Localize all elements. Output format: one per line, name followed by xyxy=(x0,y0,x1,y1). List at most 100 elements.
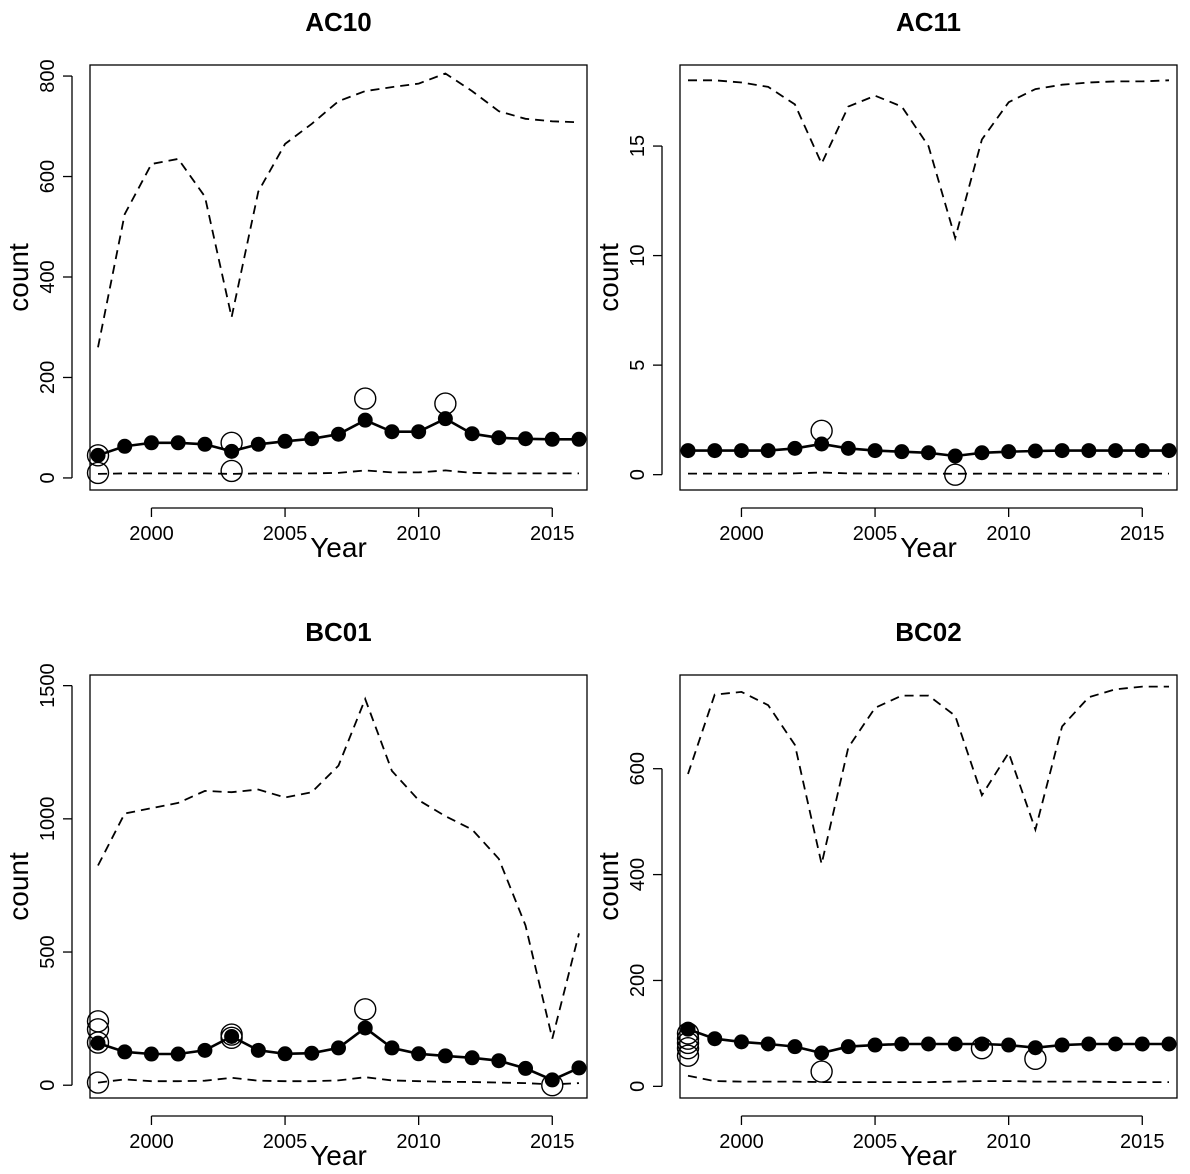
y-tick-label: 0 xyxy=(37,472,59,483)
y-tick-label: 0 xyxy=(627,469,649,480)
estimate-point xyxy=(571,431,587,447)
estimate-point xyxy=(1134,1036,1150,1052)
estimate-point xyxy=(90,447,106,463)
estimate-point xyxy=(1081,1036,1097,1052)
x-axis-title: Year xyxy=(900,1140,957,1171)
y-tick-label: 1500 xyxy=(37,663,59,708)
observed-point xyxy=(676,1022,700,1045)
x-axis: 2000 2005 2010 2015 xyxy=(129,1115,575,1153)
estimate-point xyxy=(437,411,453,427)
estimate-point xyxy=(1001,444,1017,460)
plot-frame xyxy=(89,674,588,1099)
estimate-point xyxy=(760,1036,776,1052)
upper-bound-line xyxy=(97,696,580,1039)
y-axis-title: count xyxy=(593,852,624,921)
estimate-point xyxy=(814,436,830,452)
y-tick-label: 10 xyxy=(627,244,649,266)
y-axis: 0 200 400 600 xyxy=(627,752,663,1092)
panel-bc01: BC01 2000 2005 2010 2015 Year 0 500 1000 1500 coun… xyxy=(3,617,588,1171)
x-tick-label: 2010 xyxy=(986,523,1031,545)
series-group xyxy=(86,72,587,485)
estimate-point xyxy=(331,426,346,442)
observed-point xyxy=(220,431,243,454)
estimate-point xyxy=(571,1060,587,1076)
estimate-point xyxy=(250,1042,266,1058)
y-tick-label: 0 xyxy=(37,1080,59,1091)
x-axis: 2000 2005 2010 2015 xyxy=(129,507,575,545)
y-axis: 0 500 1000 1500 xyxy=(37,663,73,1091)
plot-frame xyxy=(89,64,588,491)
estimate-point xyxy=(867,443,883,459)
estimate-point xyxy=(1001,1037,1017,1053)
estimate-point xyxy=(867,1037,883,1053)
estimate-point xyxy=(680,443,696,459)
estimate-point xyxy=(437,1048,453,1064)
estimate-point xyxy=(384,424,400,440)
estimate-point xyxy=(544,431,560,447)
estimate-point xyxy=(947,1036,963,1052)
series-group xyxy=(86,696,587,1097)
x-tick-label: 2005 xyxy=(263,1131,308,1153)
lower-bound-line xyxy=(688,471,1169,475)
x-tick-label: 2000 xyxy=(129,1131,174,1153)
estimate-point xyxy=(224,443,240,459)
observed-point xyxy=(676,1044,700,1067)
estimate-point xyxy=(304,1045,320,1061)
estimate-point xyxy=(733,1034,749,1050)
x-tick-label: 2010 xyxy=(396,1131,441,1153)
observed-point xyxy=(354,387,377,410)
estimate-point xyxy=(840,440,856,456)
observed-point xyxy=(1024,1047,1047,1071)
estimate-point xyxy=(1081,443,1097,459)
y-tick-label: 200 xyxy=(37,361,59,394)
estimate-point xyxy=(464,426,480,442)
series-group xyxy=(676,685,1177,1083)
estimate-point xyxy=(1027,443,1043,459)
x-axis: 2000 2005 2010 2015 xyxy=(719,1115,1165,1153)
y-tick-label: 200 xyxy=(627,964,649,997)
y-tick-label: 600 xyxy=(37,160,59,193)
y-axis: 0 5 10 15 xyxy=(627,135,663,480)
observed-point xyxy=(810,1060,833,1083)
estimate-point xyxy=(707,1031,723,1047)
observed-point xyxy=(541,1074,564,1097)
estimate-point xyxy=(1161,1036,1177,1052)
lower-bound-line xyxy=(687,1074,1169,1083)
y-tick-label: 1000 xyxy=(37,797,59,842)
y-tick-label: 800 xyxy=(37,59,59,92)
estimate-point xyxy=(1134,443,1150,459)
observed-point xyxy=(434,392,457,415)
observed-point xyxy=(86,1071,110,1094)
x-tick-label: 2005 xyxy=(263,523,308,545)
estimate-point xyxy=(707,443,723,459)
panel-title: AC10 xyxy=(305,7,371,37)
panel-title: BC02 xyxy=(895,617,961,647)
estimate-point xyxy=(143,1046,159,1062)
x-axis-title: Year xyxy=(310,532,367,563)
estimate-point xyxy=(170,1046,186,1062)
lower-bound-line xyxy=(97,1076,580,1086)
estimate-point xyxy=(947,448,963,464)
x-axis-title: Year xyxy=(900,532,957,563)
upper-bound-line xyxy=(687,685,1169,865)
estimate-point xyxy=(974,445,990,461)
observed-point xyxy=(86,1031,110,1054)
observed-point xyxy=(810,419,833,443)
observed-point xyxy=(220,1026,243,1049)
estimate-point xyxy=(921,1036,936,1052)
x-tick-label: 2015 xyxy=(530,1131,575,1153)
y-tick-label: 400 xyxy=(37,260,59,293)
estimate-point xyxy=(224,1028,240,1044)
x-tick-label: 2005 xyxy=(853,523,898,545)
estimate-point xyxy=(894,444,910,460)
y-tick-label: 500 xyxy=(37,935,59,968)
series-group xyxy=(680,79,1177,486)
y-tick-label: 5 xyxy=(627,360,649,371)
lower-bound-line xyxy=(97,469,579,475)
estimate-point xyxy=(974,1036,990,1052)
estimate-point xyxy=(250,436,266,452)
x-axis: 2000 2005 2010 2015 xyxy=(719,507,1165,545)
y-axis-title: count xyxy=(593,243,624,312)
observed-point xyxy=(944,463,967,486)
